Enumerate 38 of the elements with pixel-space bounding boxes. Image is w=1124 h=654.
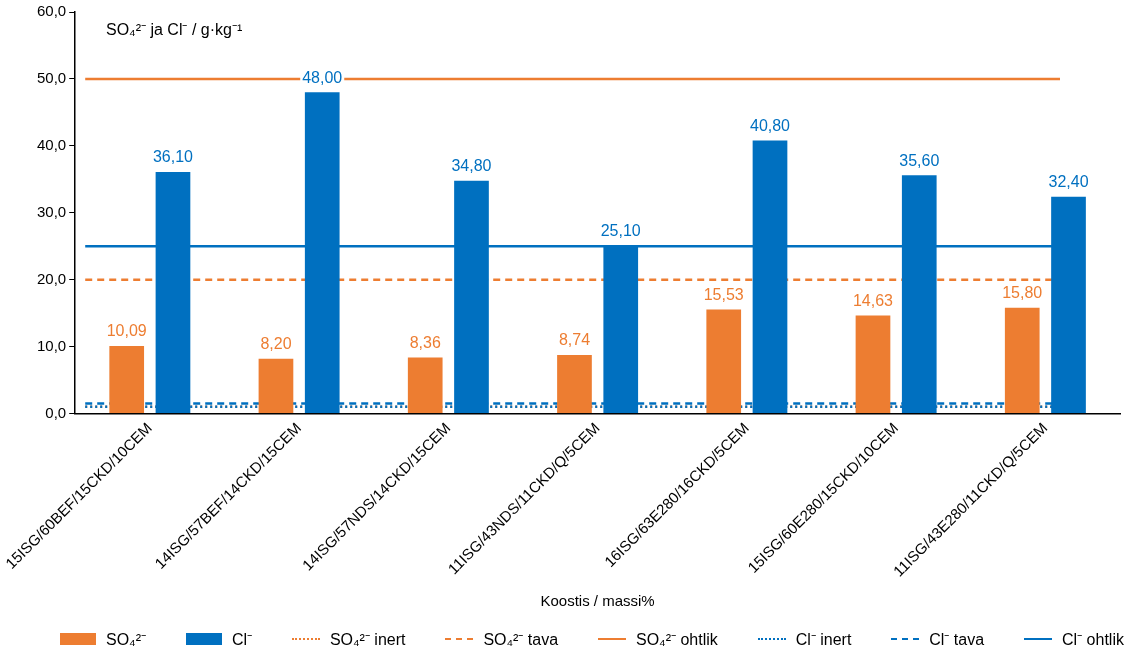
data-label: 14,63 bbox=[852, 292, 894, 310]
y-tick-label: 50,0 bbox=[37, 69, 67, 87]
data-label: 40,80 bbox=[749, 116, 791, 134]
y-axis-title: SO₄²⁻ ja Cl⁻ / g·kg⁻¹ bbox=[106, 20, 243, 40]
legend-label: Cl⁻ bbox=[231, 630, 253, 650]
y-tick-label: 10,0 bbox=[37, 336, 67, 354]
y-tick-label: 20,0 bbox=[37, 269, 67, 287]
bar bbox=[407, 357, 443, 414]
y-tick-label: 60,0 bbox=[37, 2, 67, 20]
y-tick-label: 30,0 bbox=[37, 202, 67, 220]
bar bbox=[557, 355, 592, 414]
data-label: 8,20 bbox=[260, 335, 292, 353]
data-label: 35,60 bbox=[899, 151, 940, 169]
y-tick-label: 40,0 bbox=[37, 135, 67, 153]
bar bbox=[1004, 307, 1040, 414]
legend-label: Cl⁻ ohtlik bbox=[1062, 630, 1124, 650]
data-label: 32,40 bbox=[1048, 173, 1089, 191]
data-label: 10,09 bbox=[106, 322, 147, 340]
legend-label: SO₄²⁻ bbox=[106, 630, 146, 650]
data-label: 48,00 bbox=[302, 68, 343, 86]
legend-label: SO₄²⁻ tava bbox=[483, 630, 559, 650]
legend-label: SO₄²⁻ ohtlik bbox=[636, 630, 718, 650]
bar bbox=[109, 345, 145, 414]
data-label: 25,10 bbox=[600, 221, 641, 239]
data-label: 8,74 bbox=[558, 331, 591, 349]
bar bbox=[706, 309, 742, 414]
legend-label: Cl⁻ inert bbox=[795, 630, 852, 650]
data-label: 36,10 bbox=[152, 148, 194, 166]
data-label: 8,36 bbox=[409, 333, 441, 351]
bar bbox=[855, 315, 891, 414]
data-label: 15,80 bbox=[1002, 284, 1043, 302]
legend-label: Cl⁻ tava bbox=[929, 630, 985, 650]
data-label: 15,53 bbox=[703, 285, 744, 303]
x-axis-title: Koostis / massi% bbox=[540, 592, 655, 610]
data-label: 34,80 bbox=[451, 157, 492, 175]
bar bbox=[258, 358, 294, 414]
legend-label: SO₄²⁻ inert bbox=[329, 630, 406, 650]
y-tick-label: 0,0 bbox=[45, 403, 67, 421]
